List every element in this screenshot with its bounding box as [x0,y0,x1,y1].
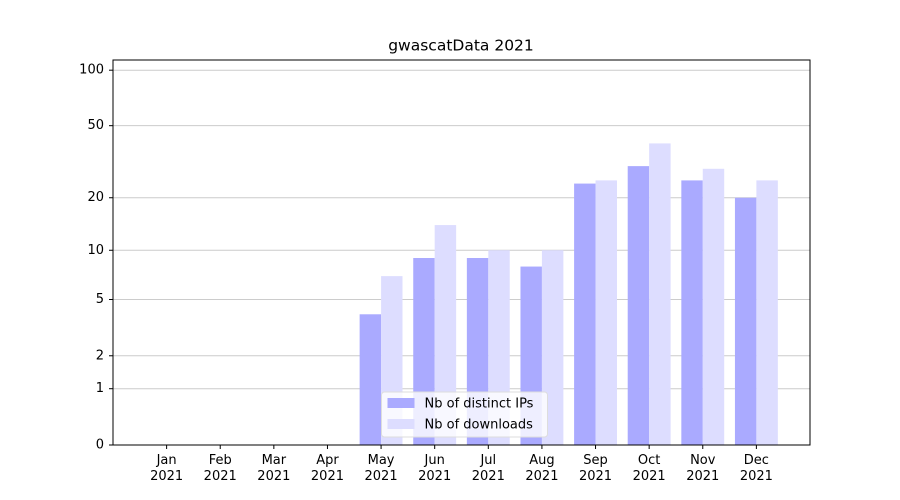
legend-swatch [387,419,415,429]
bar [574,183,596,445]
bar [734,197,757,445]
y-tick-label: 10 [87,243,104,258]
bar [627,166,650,445]
x-tick-label: Oct 2021 [632,453,666,484]
x-tick-label: Apr 2021 [310,453,344,484]
legend-label: Nb of downloads [425,418,534,433]
bar [681,180,703,446]
y-tick-label: 2 [96,348,104,363]
x-tick-label: Jul 2021 [471,453,505,484]
y-tick-label: 100 [79,63,104,78]
y-tick-label: 50 [87,118,104,133]
bar [434,225,457,445]
bar [756,180,778,446]
bar [649,143,671,445]
x-tick-label: Aug 2021 [525,453,559,484]
x-tick-label: Mar 2021 [257,453,291,484]
y-tick-label: 20 [87,190,104,205]
legend-label: Nb of distinct IPs [425,397,534,412]
y-tick-label: 5 [96,292,104,307]
x-tick-label: Nov 2021 [686,453,720,484]
x-tick-label: May 2021 [364,453,398,484]
x-tick-label: Jun 2021 [418,453,452,484]
legend: Nb of distinct IPs Nb of downloads [381,391,548,438]
x-tick-label: Dec 2021 [739,453,773,484]
bar [595,180,617,446]
grid [113,69,810,446]
bar [359,314,382,445]
y-tick-label: 0 [96,438,104,453]
chart-title: gwascatData 2021 [388,37,534,55]
bar [702,168,725,445]
plot-frame [112,59,811,446]
x-tick-label: Feb 2021 [203,453,237,484]
legend-box [381,391,548,438]
x-tick-label: Jan 2021 [150,453,184,484]
y-tick-label: 1 [96,381,104,396]
legend-swatch [387,398,415,408]
x-tick-label: Sep 2021 [578,453,613,484]
